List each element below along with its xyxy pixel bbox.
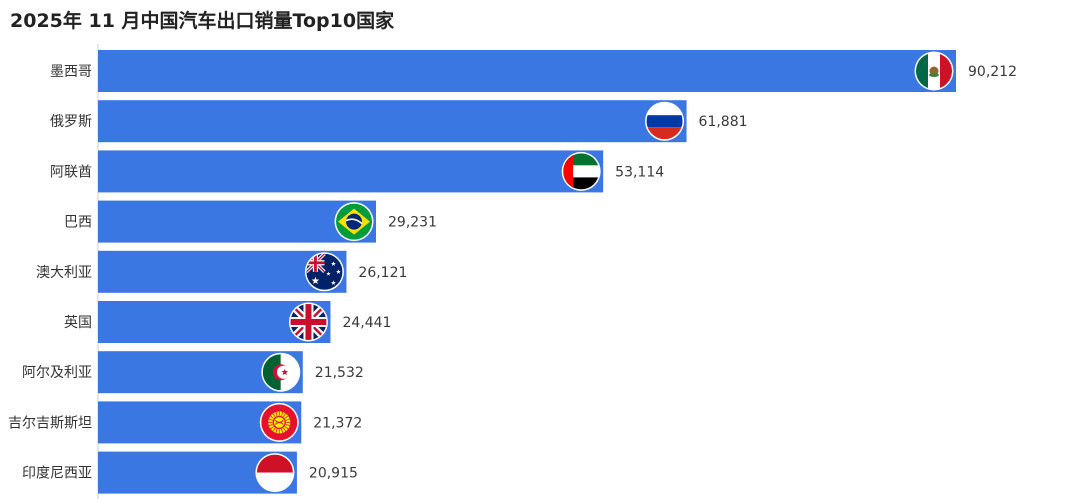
value-label: 61,881 bbox=[699, 114, 748, 130]
category-label: 澳大利亚 bbox=[36, 265, 92, 281]
value-label: 26,121 bbox=[358, 265, 407, 281]
category-label: 俄罗斯 bbox=[50, 114, 92, 130]
kyrgyzstan-flag-icon bbox=[261, 404, 298, 441]
category-label: 阿尔及利亚 bbox=[22, 365, 92, 381]
uae-flag-icon bbox=[563, 153, 600, 190]
category-label: 吉尔吉斯斯坦 bbox=[8, 415, 92, 431]
value-label: 20,915 bbox=[309, 466, 358, 482]
category-label: 墨西哥 bbox=[50, 64, 92, 80]
value-label: 29,231 bbox=[388, 215, 437, 231]
value-label: 21,532 bbox=[315, 365, 364, 381]
bar bbox=[98, 150, 604, 193]
australia-flag-icon bbox=[306, 253, 343, 290]
brazil-flag-icon bbox=[336, 203, 373, 240]
bar bbox=[98, 50, 956, 92]
uk-flag-icon bbox=[290, 304, 327, 340]
russia-flag-icon bbox=[646, 103, 683, 140]
indonesia-flag-icon bbox=[256, 454, 293, 491]
bar bbox=[98, 200, 377, 243]
value-label: 24,441 bbox=[342, 315, 391, 331]
bar bbox=[98, 100, 687, 143]
value-label: 90,212 bbox=[968, 64, 1017, 80]
algeria-flag-icon bbox=[262, 354, 299, 391]
value-label: 53,114 bbox=[615, 164, 664, 180]
mexico-flag-icon bbox=[916, 53, 952, 89]
category-label: 英国 bbox=[64, 314, 92, 331]
value-label: 21,372 bbox=[313, 415, 362, 431]
category-label: 印度尼西亚 bbox=[22, 466, 92, 482]
category-label: 巴西 bbox=[64, 215, 92, 231]
category-label: 阿联酋 bbox=[50, 163, 92, 180]
chart-title: 2025年 11 月中国汽车出口销量Top10国家 bbox=[10, 10, 395, 32]
